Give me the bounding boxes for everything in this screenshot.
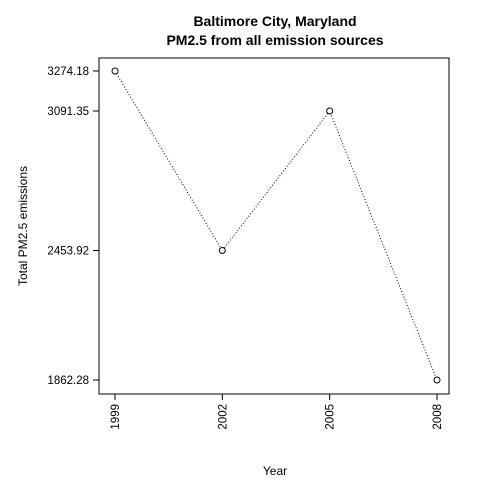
data-points <box>111 67 441 384</box>
y-tick-label: 2453.92 <box>47 246 89 258</box>
plot-frame <box>98 57 450 395</box>
y-tick-label: 3091.35 <box>47 106 89 118</box>
x-axis-label: Year <box>263 464 287 478</box>
x-tick-label: 2002 <box>217 404 229 430</box>
data-point-1999 <box>111 67 119 75</box>
x-tick-label: 1999 <box>110 404 122 430</box>
data-point-2005 <box>326 107 334 115</box>
data-point-2002 <box>218 247 226 255</box>
y-tick-label: 3274.18 <box>47 66 89 78</box>
x-tick-label: 2005 <box>325 404 337 430</box>
y-tick-label: 1862.28 <box>47 375 89 387</box>
data-point-2008 <box>433 376 441 384</box>
series-line <box>114 70 438 381</box>
chart-title-line1: Baltimore City, Maryland <box>193 13 356 29</box>
y-axis-label: Total PM2.5 emissions <box>16 166 30 286</box>
y-axis: 3274.18 3091.35 2453.92 1862.28 <box>47 66 99 387</box>
chart-title-line2: PM2.5 from all emission sources <box>166 32 383 48</box>
x-tick-label: 2008 <box>432 404 444 430</box>
x-axis: 1999 2002 2005 2008 <box>110 394 444 430</box>
